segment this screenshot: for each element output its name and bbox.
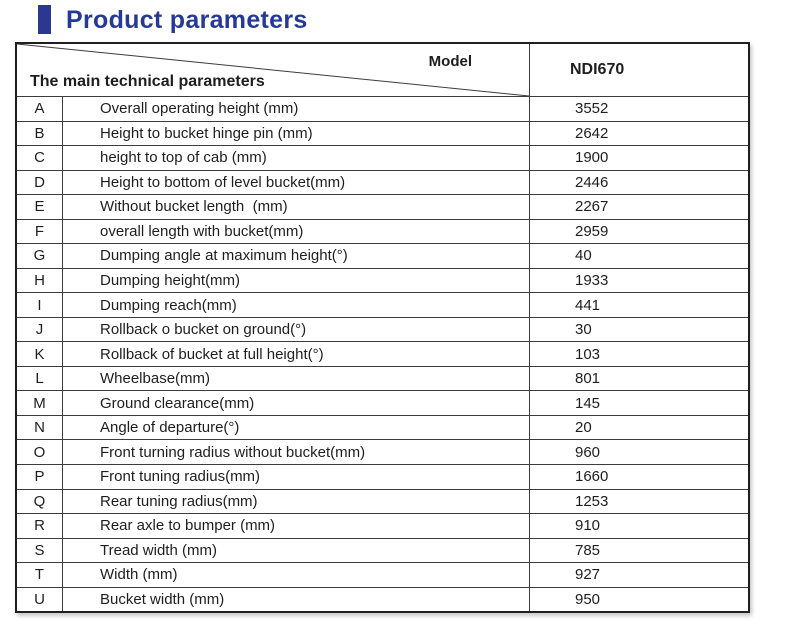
row-value: 1253: [575, 492, 609, 510]
row-key: H: [17, 268, 63, 293]
row-key: A: [17, 97, 63, 121]
row-parameter: Wheelbase(mm): [63, 366, 530, 391]
table-row: H Dumping height(mm) 1933: [17, 267, 748, 293]
row-parameter: Front turning radius without bucket(mm): [63, 440, 530, 464]
row-parameter: Tread width (mm): [63, 538, 530, 563]
row-parameter: height to top of cab (mm): [63, 146, 530, 170]
row-key: N: [17, 415, 63, 440]
table-row: N Angle of departure(°) 20: [17, 414, 748, 440]
row-value: 103: [575, 345, 601, 363]
page-header: Product parameters: [38, 5, 308, 34]
row-key: M: [17, 391, 63, 415]
table-body: A Overall operating height (mm) 3552 B H…: [17, 97, 748, 612]
row-key: F: [17, 219, 63, 244]
table-row: S Tread width (mm) 785: [17, 537, 748, 563]
row-value: 960: [575, 443, 601, 461]
row-parameter: Ground clearance(mm): [63, 391, 530, 415]
model-header-label: Model: [428, 53, 472, 70]
table-row: I Dumping reach(mm) 441: [17, 292, 748, 317]
row-parameter: Width (mm): [63, 563, 530, 587]
row-parameter: Dumping height(mm): [63, 268, 530, 293]
table-row: E Without bucket length (mm) 2267: [17, 194, 748, 219]
row-value: 2642: [575, 124, 609, 142]
row-parameter: Front tuning radius(mm): [63, 464, 530, 489]
table-row: T Width (mm) 927: [17, 562, 748, 587]
row-key: U: [17, 587, 63, 612]
row-key: J: [17, 317, 63, 342]
table-header-row: Model The main technical parameters NDI6…: [17, 44, 748, 97]
row-value: 2267: [575, 198, 609, 216]
model-value-header: NDI670: [570, 61, 625, 78]
row-value: 441: [575, 296, 601, 314]
row-parameter: Overall operating height (mm): [63, 97, 530, 121]
row-value: 1900: [575, 149, 609, 167]
row-key: P: [17, 464, 63, 489]
table-row: J Rollback o bucket on ground(°) 30: [17, 316, 748, 342]
row-value: 785: [575, 541, 601, 559]
title-accent-bar: [38, 5, 51, 34]
table-row: B Height to bucket hinge pin (mm) 2642: [17, 120, 748, 146]
row-key: L: [17, 366, 63, 391]
row-value: 910: [575, 517, 601, 535]
table-row: R Rear axle to bumper (mm) 910: [17, 513, 748, 538]
row-key: G: [17, 244, 63, 268]
row-parameter: Without bucket length (mm): [63, 195, 530, 219]
row-value: 145: [575, 394, 601, 412]
table-row: P Front tuning radius(mm) 1660: [17, 463, 748, 489]
row-key: Q: [17, 489, 63, 514]
row-parameter: Angle of departure(°): [63, 415, 530, 440]
row-key: E: [17, 195, 63, 219]
table-row: L Wheelbase(mm) 801: [17, 365, 748, 391]
table-row: A Overall operating height (mm) 3552: [17, 97, 748, 121]
product-parameters-table: Model The main technical parameters NDI6…: [15, 42, 750, 613]
row-parameter: overall length with bucket(mm): [63, 219, 530, 244]
table-row: D Height to bottom of level bucket(mm) 2…: [17, 169, 748, 195]
table-row: M Ground clearance(mm) 145: [17, 390, 748, 415]
row-parameter: Rollback of bucket at full height(°): [63, 342, 530, 366]
table-row: O Front turning radius without bucket(mm…: [17, 439, 748, 464]
row-value: 1660: [575, 468, 609, 486]
row-key: B: [17, 121, 63, 146]
page-title: Product parameters: [66, 6, 308, 34]
row-key: D: [17, 170, 63, 195]
row-value: 1933: [575, 271, 609, 289]
table-row: K Rollback of bucket at full height(°) 1…: [17, 341, 748, 366]
row-value: 950: [575, 590, 601, 608]
row-value: 2959: [575, 222, 609, 240]
table-row: G Dumping angle at maximum height(°) 40: [17, 243, 748, 268]
row-key: K: [17, 342, 63, 366]
row-value: 20: [575, 419, 592, 437]
diagonal-divider-line: [17, 44, 529, 96]
row-parameter: Dumping reach(mm): [63, 293, 530, 317]
row-parameter: Rollback o bucket on ground(°): [63, 317, 530, 342]
row-key: C: [17, 146, 63, 170]
row-parameter: Bucket width (mm): [63, 587, 530, 612]
row-value: 2446: [575, 173, 609, 191]
row-parameter: Height to bottom of level bucket(mm): [63, 170, 530, 195]
row-value: 3552: [575, 100, 609, 118]
table-row: U Bucket width (mm) 950: [17, 586, 748, 612]
row-parameter: Dumping angle at maximum height(°): [63, 244, 530, 268]
row-key: O: [17, 440, 63, 464]
row-key: R: [17, 514, 63, 538]
row-key: S: [17, 538, 63, 563]
main-parameters-header-label: The main technical parameters: [30, 73, 265, 90]
row-value: 30: [575, 321, 592, 339]
table-row: C height to top of cab (mm) 1900: [17, 145, 748, 170]
row-value: 40: [575, 247, 592, 265]
table-row: Q Rear tuning radius(mm) 1253: [17, 488, 748, 514]
row-key: I: [17, 293, 63, 317]
row-value: 801: [575, 370, 601, 388]
row-parameter: Height to bucket hinge pin (mm): [63, 121, 530, 146]
table-row: F overall length with bucket(mm) 2959: [17, 218, 748, 244]
row-value: 927: [575, 566, 601, 584]
row-parameter: Rear tuning radius(mm): [63, 489, 530, 514]
row-parameter: Rear axle to bumper (mm): [63, 514, 530, 538]
table-header-diagonal-cell: Model The main technical parameters: [17, 44, 530, 96]
row-key: T: [17, 563, 63, 587]
